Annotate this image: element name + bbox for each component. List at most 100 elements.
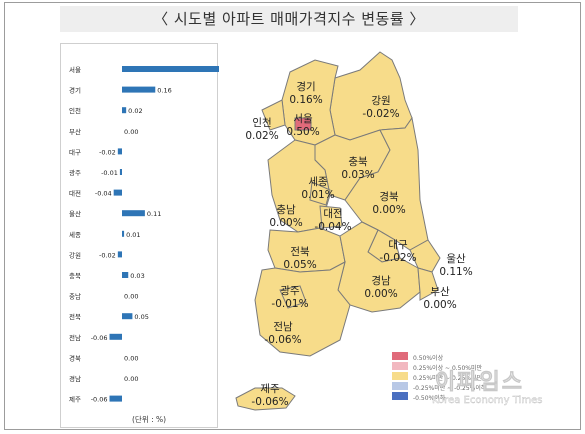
value-label: -0.06	[91, 396, 108, 404]
unit-note: (단위 : %)	[132, 415, 167, 424]
category-label: 세종	[69, 230, 81, 239]
map-region-value: 0.02%	[245, 130, 278, 142]
map-region-value: 0.00%	[364, 288, 397, 300]
legend-label: 0.50%이상	[413, 355, 444, 362]
bar	[109, 395, 122, 402]
category-label: 제주	[69, 396, 81, 404]
region-gwangju-shape	[279, 285, 307, 309]
region-ulsan-shape	[409, 239, 441, 273]
map-region-name: 대전	[323, 208, 342, 220]
category-label: 울산	[69, 209, 81, 218]
map-region-value: -0.06%	[264, 334, 301, 346]
map-region-name: 전남	[273, 321, 293, 333]
region-daejeon-shape	[319, 205, 343, 229]
value-label: 0.11	[147, 210, 161, 218]
category-label: 전북	[69, 312, 81, 321]
category-label: 강원	[69, 250, 81, 259]
region-seoul-shape	[294, 117, 312, 131]
map-region-value: 0.11%	[439, 266, 472, 278]
value-label: -0.02	[99, 251, 116, 259]
map-region-name: 울산	[446, 253, 466, 265]
bar	[122, 210, 145, 217]
category-label: 충남	[69, 292, 81, 301]
category-label: 경남	[69, 374, 81, 383]
legend-swatch	[392, 362, 408, 370]
map-region-value: 0.50%	[286, 126, 319, 138]
category-label: 경북	[69, 353, 81, 362]
map-region-value: 0.00%	[423, 299, 456, 311]
bar	[122, 230, 125, 237]
region-busan-shape	[417, 267, 439, 301]
map-region-name: 서울	[293, 113, 313, 125]
map-region-value: -0.06%	[251, 396, 288, 408]
legend-swatch	[392, 382, 408, 390]
map-region-name: 경기	[296, 80, 315, 93]
value-label: 0.03	[130, 272, 144, 280]
value-label: 0.00	[124, 354, 138, 362]
map-region-name: 전북	[290, 246, 310, 258]
map-region-name: 제주	[260, 383, 280, 395]
category-label: 광주	[69, 169, 81, 177]
bar	[117, 251, 122, 258]
bar	[122, 107, 127, 114]
bar-chart-panel: 서울0.50경기0.16인천0.02부산0.00대구-0.02광주-0.01대전…	[60, 43, 242, 428]
value-label: -0.04	[95, 190, 112, 198]
value-label: -0.02	[99, 148, 116, 156]
map-region-name: 광주	[280, 285, 300, 297]
map-region-value: -0.04%	[314, 221, 351, 233]
category-label: 전남	[69, 333, 81, 342]
map-region-name: 세종	[308, 176, 328, 188]
legend-label: -0.50%이하	[413, 395, 446, 402]
map-region-name: 강원	[371, 95, 390, 107]
value-label: 0.16	[157, 87, 171, 95]
map-region-value: 0.01%	[301, 189, 334, 201]
value-label: 0.01	[126, 231, 140, 239]
region-incheon-shape	[261, 99, 286, 131]
map-region-value: -0.02%	[379, 252, 416, 264]
value-label: -0.01	[101, 169, 118, 177]
map-region-name: 대구	[388, 239, 408, 251]
watermark-text: 이파임스	[435, 370, 524, 396]
category-label: 대전	[69, 189, 81, 198]
bar-chart: 서울0.50경기0.16인천0.02부산0.00대구-0.02광주-0.01대전…	[69, 65, 242, 404]
category-label: 충북	[69, 271, 81, 280]
region-jeju-shape	[235, 387, 296, 411]
map-region-value: 0.00%	[372, 204, 405, 216]
legend-swatch	[392, 372, 408, 380]
value-label: -0.06	[91, 334, 108, 342]
map-region-name: 경남	[371, 274, 391, 287]
value-label: 0.02	[128, 107, 142, 115]
bar	[113, 189, 122, 196]
bar	[122, 86, 156, 93]
category-label: 인천	[69, 106, 81, 115]
bar	[119, 169, 122, 175]
legend-label: -0.25%미만 ~ -0.25%이하	[413, 385, 487, 392]
bar	[122, 272, 129, 278]
map-region-value: -0.02%	[362, 108, 399, 120]
region-sejong-shape	[309, 181, 331, 206]
map-region-value: 0.03%	[341, 169, 374, 181]
value-label: 0.00	[124, 128, 138, 136]
legend-label: 0.25%미만 ~ 0.25%미만	[413, 375, 483, 382]
value-label: 0.05	[134, 313, 148, 321]
map-region-value: 0.05%	[283, 259, 316, 271]
map-region-value: -0.01%	[271, 298, 308, 310]
map-region-name: 인천	[252, 117, 271, 129]
map-region-name: 경북	[379, 190, 399, 203]
legend-label: 0.25%이상 ~ 0.50%미만	[413, 365, 483, 372]
map-region-value: 0.16%	[289, 94, 322, 106]
category-label: 대구	[69, 148, 81, 156]
legend-swatch	[392, 352, 408, 360]
map-region-name: 부산	[430, 286, 450, 298]
value-label: 0.00	[124, 375, 138, 383]
legend-swatch	[392, 392, 408, 400]
map-region-name: 충북	[348, 156, 368, 168]
bar	[109, 333, 122, 340]
value-label: 0.00	[124, 293, 138, 301]
bar	[122, 313, 133, 320]
category-label: 서울	[69, 65, 81, 74]
category-label: 부산	[69, 127, 81, 136]
region-chungnam-shape	[267, 139, 331, 233]
bar	[122, 66, 226, 72]
